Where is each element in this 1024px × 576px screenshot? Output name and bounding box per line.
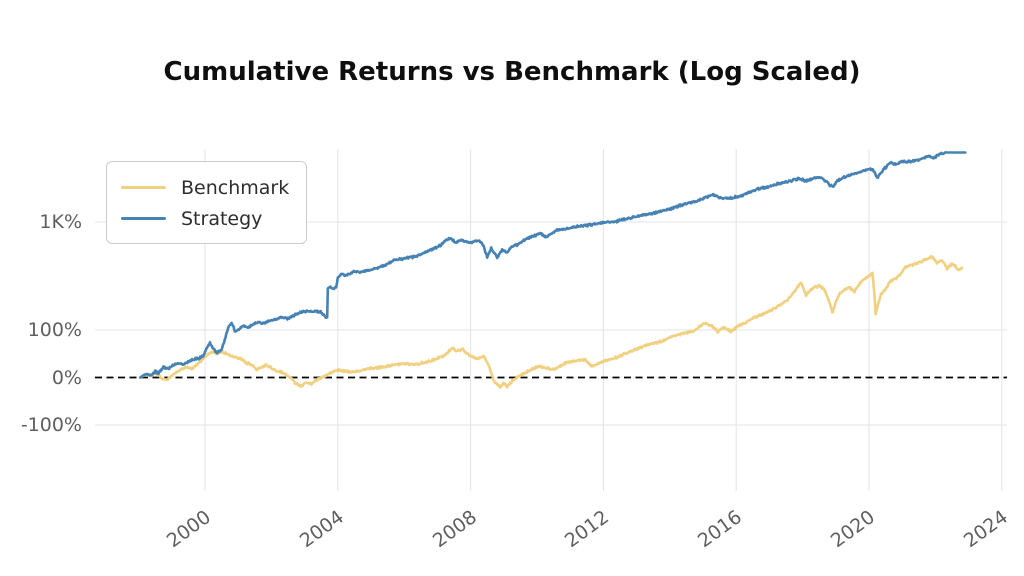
- y-tick-label-0%: 0%: [51, 366, 82, 389]
- legend-label-strategy: Strategy: [181, 207, 263, 230]
- legend-item-benchmark: Benchmark: [121, 172, 292, 203]
- benchmark-line: [139, 255, 964, 389]
- y-tick-label-1K%: 1K%: [39, 211, 82, 233]
- legend-label-benchmark: Benchmark: [181, 176, 290, 199]
- benchmark-line-swatch: [121, 185, 166, 190]
- strategy-line-swatch: [121, 216, 166, 221]
- strategy-line: [139, 151, 967, 379]
- legend: Benchmark Strategy: [106, 161, 307, 244]
- legend-item-strategy: Strategy: [121, 203, 292, 234]
- chart-title: Cumulative Returns vs Benchmark (Log Sca…: [163, 57, 861, 87]
- y-tick-label--100%: -100%: [20, 414, 82, 436]
- y-tick-label-100%: 100%: [27, 319, 82, 341]
